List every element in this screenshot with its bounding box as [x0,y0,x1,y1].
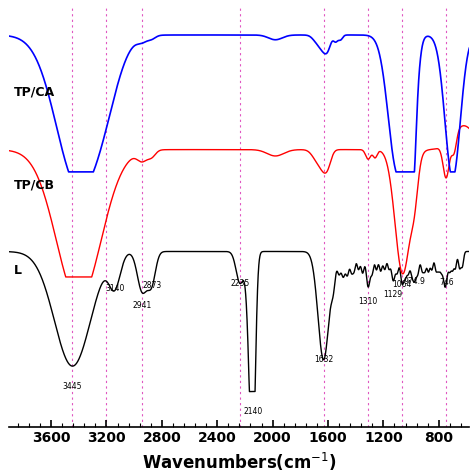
Text: 1310: 1310 [358,297,378,306]
Text: TP/CB: TP/CB [14,178,55,191]
Text: 2941: 2941 [133,301,152,310]
Text: 1064: 1064 [392,280,412,289]
Text: 3445: 3445 [63,382,82,391]
Text: 2140: 2140 [244,408,263,417]
Text: 974.9: 974.9 [404,277,426,286]
Text: 746: 746 [439,278,454,287]
Text: TP/CA: TP/CA [14,86,55,99]
Text: L: L [14,264,22,277]
Text: 2235: 2235 [230,279,250,288]
Text: 1129: 1129 [383,291,403,300]
Text: 1632: 1632 [314,355,333,364]
Text: 3140: 3140 [105,284,124,293]
Text: 2873: 2873 [142,282,161,291]
X-axis label: Wavenumbers(cm$^{-1}$): Wavenumbers(cm$^{-1}$) [142,451,337,473]
